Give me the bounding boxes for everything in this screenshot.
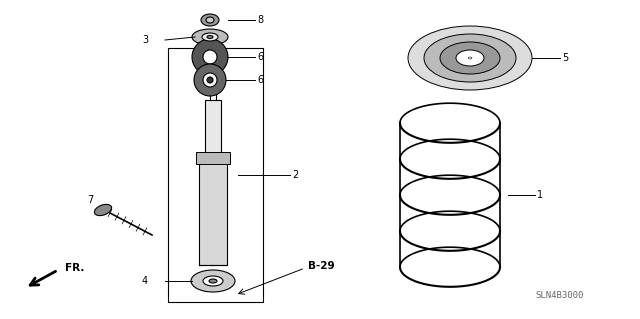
Text: 5: 5 bbox=[562, 53, 568, 63]
Ellipse shape bbox=[207, 35, 213, 39]
Bar bbox=[205, 100, 221, 160]
Circle shape bbox=[192, 39, 228, 75]
Text: 6: 6 bbox=[257, 75, 263, 85]
Text: 4: 4 bbox=[142, 276, 148, 286]
Ellipse shape bbox=[202, 33, 218, 41]
Text: SLN4B3000: SLN4B3000 bbox=[536, 291, 584, 300]
Circle shape bbox=[203, 50, 217, 64]
Ellipse shape bbox=[440, 42, 500, 74]
Ellipse shape bbox=[206, 17, 214, 23]
Text: 6: 6 bbox=[257, 52, 263, 62]
Text: 8: 8 bbox=[257, 15, 263, 25]
Ellipse shape bbox=[94, 204, 111, 216]
Ellipse shape bbox=[203, 276, 223, 286]
Ellipse shape bbox=[456, 50, 484, 66]
Ellipse shape bbox=[201, 14, 219, 26]
Text: 2: 2 bbox=[292, 170, 298, 180]
Text: 3: 3 bbox=[142, 35, 148, 45]
Ellipse shape bbox=[209, 279, 217, 283]
Bar bbox=[168, 48, 263, 302]
Text: B-29: B-29 bbox=[308, 261, 335, 271]
Circle shape bbox=[194, 64, 226, 96]
Circle shape bbox=[207, 77, 213, 83]
Bar bbox=[196, 152, 230, 164]
Text: FR.: FR. bbox=[65, 263, 84, 273]
Text: 1: 1 bbox=[537, 190, 543, 200]
Circle shape bbox=[203, 73, 217, 87]
Ellipse shape bbox=[191, 270, 235, 292]
Bar bbox=[199, 160, 227, 265]
Text: 7: 7 bbox=[87, 195, 93, 205]
Ellipse shape bbox=[408, 26, 532, 90]
Ellipse shape bbox=[192, 29, 228, 45]
Ellipse shape bbox=[424, 34, 516, 82]
